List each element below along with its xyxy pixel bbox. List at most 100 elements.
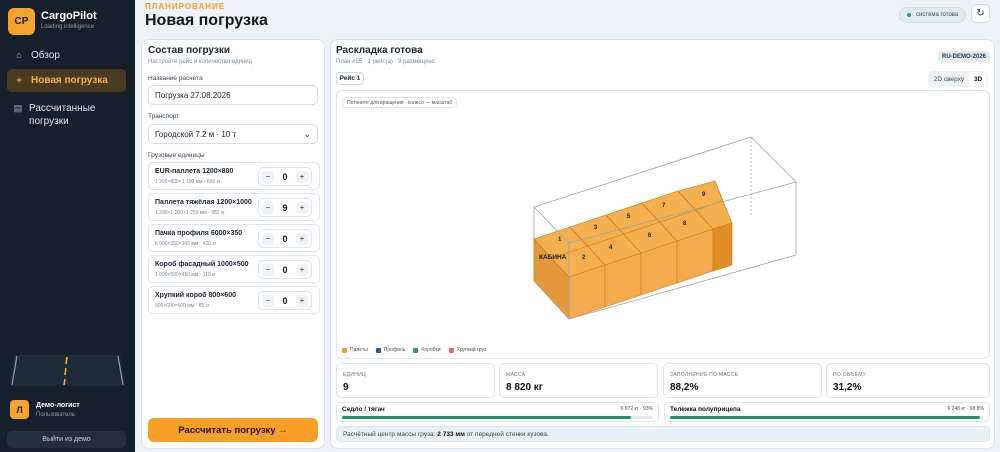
- increment-button[interactable]: +: [295, 232, 308, 245]
- stat-label: ПО ОБЪЁМУ: [833, 372, 867, 378]
- legend: Палеты Профиль Коробки Хрупкий груз: [342, 347, 494, 353]
- cargo-unit-name: EUR-паллета 1200×800: [155, 168, 234, 175]
- decrement-button[interactable]: −: [262, 232, 274, 245]
- quantity-stepper: − 0 +: [258, 167, 312, 186]
- decrement-button[interactable]: −: [262, 294, 274, 307]
- status-dot-icon: [907, 13, 911, 17]
- container-edge: [533, 136, 752, 208]
- cargo-unit-card: Хрупкий короб 800×600 800×600×600 мм · 8…: [148, 286, 320, 314]
- quantity-value[interactable]: 0: [282, 295, 288, 306]
- increment-button[interactable]: +: [295, 294, 308, 307]
- legend-swatch: [413, 347, 419, 353]
- axle-value: 6 972 кг · 93%: [620, 406, 653, 412]
- container-edge: [533, 206, 570, 244]
- transport-label: Транспорт: [148, 113, 180, 120]
- box-number: 1: [558, 237, 562, 243]
- box-number: 2: [582, 255, 586, 261]
- cargo-divider: [659, 209, 697, 223]
- quantity-stepper: − 0 +: [258, 229, 312, 248]
- calculate-button[interactable]: Рассчитать погрузку →: [148, 418, 318, 442]
- sidebar-item-calculated-loads[interactable]: ▤ Рассчитанные погрузки: [7, 97, 126, 133]
- container-edge: [568, 254, 797, 320]
- page-title: Новая погрузка: [145, 12, 268, 29]
- decrement-button[interactable]: −: [262, 170, 274, 183]
- cargo-unit-name: Короб фасадный 1000×500: [155, 261, 249, 268]
- quantity-value[interactable]: 0: [282, 233, 288, 244]
- panel-subtitle: План #55 · 1 рейс(а) · 9 размещено: [336, 59, 435, 65]
- decrement-button[interactable]: −: [262, 201, 274, 214]
- increment-button[interactable]: +: [295, 263, 308, 276]
- user-role: Пользователь: [36, 412, 75, 418]
- quantity-value[interactable]: 0: [282, 171, 288, 182]
- panel-title: Раскладка готова: [336, 45, 423, 56]
- units-label: Грузовые единицы: [148, 152, 205, 159]
- box-number: 6: [648, 233, 652, 239]
- tab-trip-1[interactable]: Рейс 1: [336, 72, 364, 85]
- increment-button[interactable]: +: [295, 201, 308, 214]
- stat-value: 88,2%: [670, 382, 699, 393]
- quantity-value[interactable]: 0: [282, 264, 288, 275]
- stat-card-mass: МАССА 8 820 кг: [499, 363, 658, 398]
- transport-select[interactable]: Городской 7.2 м · 10 т ⌄: [148, 124, 318, 144]
- sidebar-item-new-load[interactable]: + Новая погрузка: [7, 69, 126, 92]
- home-icon: ⌂: [16, 50, 22, 60]
- decrement-button[interactable]: −: [262, 263, 274, 276]
- stat-card-volume-fill: ПО ОБЪЁМУ 31,2%: [826, 363, 990, 398]
- cargo-unit-card: Пачка профиля 6000×350 6 000×350×300 мм …: [148, 224, 320, 252]
- axle-progress-fill: [342, 416, 632, 419]
- plan-badge: RU-DEMO-2026: [938, 51, 991, 63]
- legend-swatch: [375, 347, 381, 353]
- logout-button[interactable]: Выйти из демо: [7, 431, 126, 448]
- stat-value: 8 820 кг: [506, 382, 543, 393]
- cab-label: КАБИНА: [539, 254, 567, 261]
- quantity-value[interactable]: 9: [282, 202, 288, 213]
- cargo-box-face: [712, 222, 733, 272]
- sidebar-item-label: Рассчитанные погрузки: [29, 103, 96, 127]
- axle-progress-fill: [670, 416, 981, 419]
- axle-progress-track: [342, 416, 653, 419]
- container-edge: [568, 181, 797, 244]
- box-number: 4: [609, 245, 613, 251]
- plus-icon: +: [16, 75, 22, 85]
- chevron-down-icon: ⌄: [303, 129, 311, 139]
- road-illustration: [9, 355, 126, 386]
- box-number: 5: [627, 214, 631, 220]
- view-3d-button[interactable]: 3D: [969, 72, 987, 86]
- axle-progress-track: [670, 416, 984, 419]
- cog-prefix: Расчётный центр массы груза:: [343, 430, 438, 438]
- stat-label: МАССА: [506, 372, 526, 378]
- cargo-unit-dims: 1 200×800×1 100 мм · 650 кг: [155, 179, 221, 185]
- status-badge: система готова: [899, 7, 967, 23]
- app-name: CargoPilot: [41, 10, 97, 22]
- cargo-unit-card: EUR-паллета 1200×800 1 200×800×1 100 мм …: [148, 162, 320, 190]
- sidebar-item-overview[interactable]: ⌂ Обзор: [7, 44, 126, 67]
- calc-name-input[interactable]: Погрузка 27.08.2026: [148, 85, 318, 105]
- refresh-button[interactable]: ↻: [971, 4, 990, 23]
- container-edge: [533, 280, 570, 320]
- view-2d-button[interactable]: 2D сверху: [933, 75, 965, 83]
- increment-button[interactable]: +: [295, 170, 308, 183]
- quantity-stepper: − 9 +: [258, 198, 312, 217]
- app-tagline: Loading intelligence: [41, 24, 95, 30]
- legend-item: Хрупкий груз: [448, 347, 486, 353]
- avatar: Л: [10, 400, 29, 419]
- composition-panel: Состав погрузки Настройте рейс и количес…: [141, 39, 325, 449]
- cargo-divider: [587, 233, 625, 247]
- app-logo[interactable]: CP: [8, 8, 35, 35]
- box-number: 9: [702, 192, 706, 198]
- cargo-unit-dims: 1 000×500×450 мм · 110 кг: [155, 272, 217, 278]
- cog-value: 2 733 мм: [437, 430, 465, 438]
- legend-label: Профиль: [383, 347, 406, 353]
- sidebar: CP CargoPilot Loading intelligence ⌂ Обз…: [0, 0, 135, 452]
- axle-load-trailer: Тележка полуприцепа 6 248 кг · 98.8%: [664, 402, 990, 422]
- cargo-unit-card: Паллета тяжёлая 1200×1000 1 200×1 000×1 …: [148, 193, 320, 221]
- quantity-stepper: − 0 +: [258, 260, 312, 279]
- container-edge: [750, 136, 797, 183]
- calc-name-label: Название расчёта: [148, 75, 203, 82]
- legend-item: Коробки: [413, 347, 441, 353]
- legend-item: Палеты: [342, 347, 368, 353]
- stat-card-units: ЕДИНИЦ 9: [336, 363, 495, 398]
- cargo-unit-dims: 6 000×350×300 мм · 420 кг: [155, 241, 217, 247]
- 3d-viewer[interactable]: Потяните для вращения · колесо — масштаб: [336, 90, 990, 359]
- transport-value: Городской 7.2 м · 10 т: [155, 129, 237, 139]
